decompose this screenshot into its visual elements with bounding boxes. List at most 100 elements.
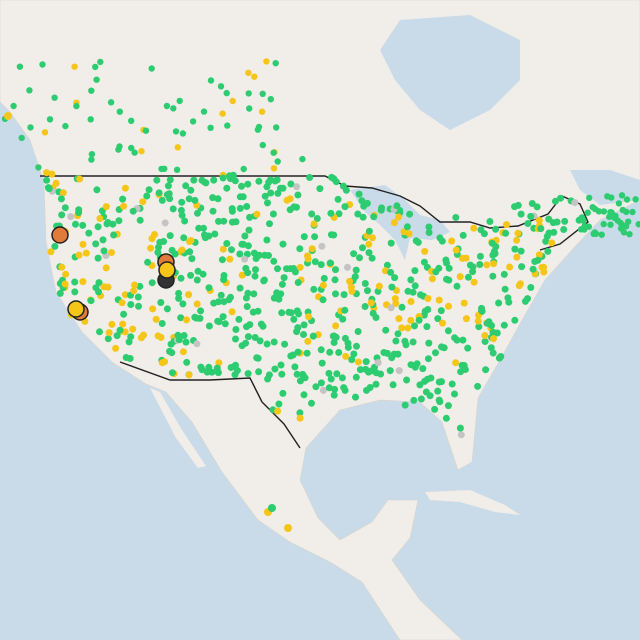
sensor-marker[interactable] xyxy=(413,360,421,368)
sensor-marker[interactable] xyxy=(271,365,279,373)
sensor-marker[interactable] xyxy=(444,327,452,335)
sensor-marker[interactable] xyxy=(278,309,286,317)
sensor-marker[interactable] xyxy=(186,248,194,256)
sensor-marker[interactable] xyxy=(338,374,346,382)
sensor-marker[interactable] xyxy=(317,261,325,269)
sensor-marker[interactable] xyxy=(61,204,69,212)
sensor-marker[interactable] xyxy=(167,340,175,348)
sensor-marker[interactable] xyxy=(438,237,446,245)
sensor-marker[interactable] xyxy=(252,266,259,274)
sensor-marker[interactable] xyxy=(490,335,497,343)
sensor-marker[interactable] xyxy=(419,365,427,373)
sensor-marker[interactable] xyxy=(456,273,464,281)
sensor-marker[interactable] xyxy=(453,282,461,290)
sensor-marker[interactable] xyxy=(242,264,250,272)
sensor-marker[interactable] xyxy=(452,359,460,367)
sensor-marker[interactable] xyxy=(421,247,429,255)
sensor-marker[interactable] xyxy=(476,261,484,268)
sensor-marker[interactable] xyxy=(255,177,263,185)
sensor-marker[interactable] xyxy=(355,190,363,198)
sensor-marker[interactable] xyxy=(527,212,535,220)
sensor-marker[interactable] xyxy=(274,189,282,197)
sensor-marker[interactable] xyxy=(293,328,301,336)
sensor-marker[interactable] xyxy=(291,268,299,276)
sensor-marker[interactable] xyxy=(56,289,64,297)
sensor-marker[interactable] xyxy=(352,266,360,274)
sensor-marker[interactable] xyxy=(608,209,615,216)
sensor-marker[interactable] xyxy=(489,251,497,259)
sensor-marker[interactable] xyxy=(405,230,413,238)
sensor-marker[interactable] xyxy=(250,249,258,257)
sensor-marker[interactable] xyxy=(421,307,429,315)
sensor-marker[interactable] xyxy=(175,289,183,297)
sensor-marker[interactable] xyxy=(260,276,268,284)
sensor-marker[interactable] xyxy=(448,237,456,245)
sensor-marker[interactable] xyxy=(82,249,90,257)
sensor-marker[interactable] xyxy=(93,76,100,83)
sensor-marker[interactable] xyxy=(120,202,128,210)
sensor-marker[interactable] xyxy=(353,342,360,350)
sensor-marker[interactable] xyxy=(270,338,278,346)
sensor-marker[interactable] xyxy=(164,182,172,190)
sensor-marker[interactable] xyxy=(207,77,215,84)
sensor-marker[interactable] xyxy=(451,390,458,398)
sensor-marker[interactable] xyxy=(459,336,467,344)
sensor-marker[interactable] xyxy=(369,234,376,242)
sensor-marker[interactable] xyxy=(395,315,403,323)
sensor-marker[interactable] xyxy=(296,263,304,271)
sensor-marker[interactable] xyxy=(232,218,240,226)
sensor-marker[interactable] xyxy=(420,258,428,266)
sensor-marker[interactable] xyxy=(214,369,222,377)
sensor-marker[interactable] xyxy=(239,240,247,248)
sensor-marker[interactable] xyxy=(391,295,399,303)
sensor-marker[interactable] xyxy=(113,332,121,340)
sensor-marker[interactable] xyxy=(210,299,218,307)
sensor-marker[interactable] xyxy=(401,401,409,409)
sensor-marker[interactable] xyxy=(183,358,191,366)
sensor-marker[interactable] xyxy=(221,320,229,328)
sensor-marker[interactable] xyxy=(398,303,406,311)
sensor-marker[interactable] xyxy=(457,431,465,439)
sensor-marker[interactable] xyxy=(348,287,356,295)
sensor-marker[interactable] xyxy=(365,249,373,257)
sensor-marker[interactable] xyxy=(407,298,415,305)
sensor-marker[interactable] xyxy=(620,229,628,236)
sensor-marker[interactable] xyxy=(187,186,195,194)
sensor-marker[interactable] xyxy=(79,240,87,248)
sensor-marker[interactable] xyxy=(354,358,362,366)
sensor-marker[interactable] xyxy=(177,206,185,214)
sensor-marker[interactable] xyxy=(476,252,484,260)
sensor-marker[interactable] xyxy=(217,83,225,90)
sensor-marker[interactable] xyxy=(608,194,615,201)
sensor-marker[interactable] xyxy=(428,275,436,283)
sensor-marker[interactable] xyxy=(470,224,478,232)
sensor-marker[interactable] xyxy=(365,227,373,235)
sensor-marker[interactable] xyxy=(154,248,162,256)
sensor-marker[interactable] xyxy=(264,199,271,207)
sensor-marker[interactable] xyxy=(272,60,279,67)
sensor-marker[interactable] xyxy=(227,293,234,301)
sensor-marker[interactable] xyxy=(122,354,130,361)
sensor-marker[interactable] xyxy=(72,220,79,228)
sensor-marker[interactable] xyxy=(425,223,433,231)
sensor-marker[interactable] xyxy=(48,170,56,178)
sensor-marker[interactable] xyxy=(346,277,354,285)
sensor-marker[interactable] xyxy=(88,87,95,94)
sensor-marker[interactable] xyxy=(92,240,100,248)
sensor-marker[interactable] xyxy=(319,386,327,394)
sensor-marker[interactable] xyxy=(240,165,247,173)
sensor-marker[interactable] xyxy=(35,164,42,171)
sensor-marker[interactable] xyxy=(448,380,456,388)
sensor-marker[interactable] xyxy=(155,189,163,197)
sensor-marker[interactable] xyxy=(58,263,66,271)
sensor-marker[interactable] xyxy=(364,287,371,295)
sensor-marker[interactable] xyxy=(360,202,368,210)
sensor-marker[interactable] xyxy=(177,314,185,322)
sensor-marker[interactable] xyxy=(95,279,103,287)
sensor-marker[interactable] xyxy=(310,285,318,293)
sensor-marker[interactable] xyxy=(215,359,223,367)
sensor-marker[interactable] xyxy=(299,155,306,163)
sensor-marker[interactable] xyxy=(300,233,308,241)
sensor-marker[interactable] xyxy=(265,371,273,379)
sensor-marker[interactable] xyxy=(383,261,391,269)
